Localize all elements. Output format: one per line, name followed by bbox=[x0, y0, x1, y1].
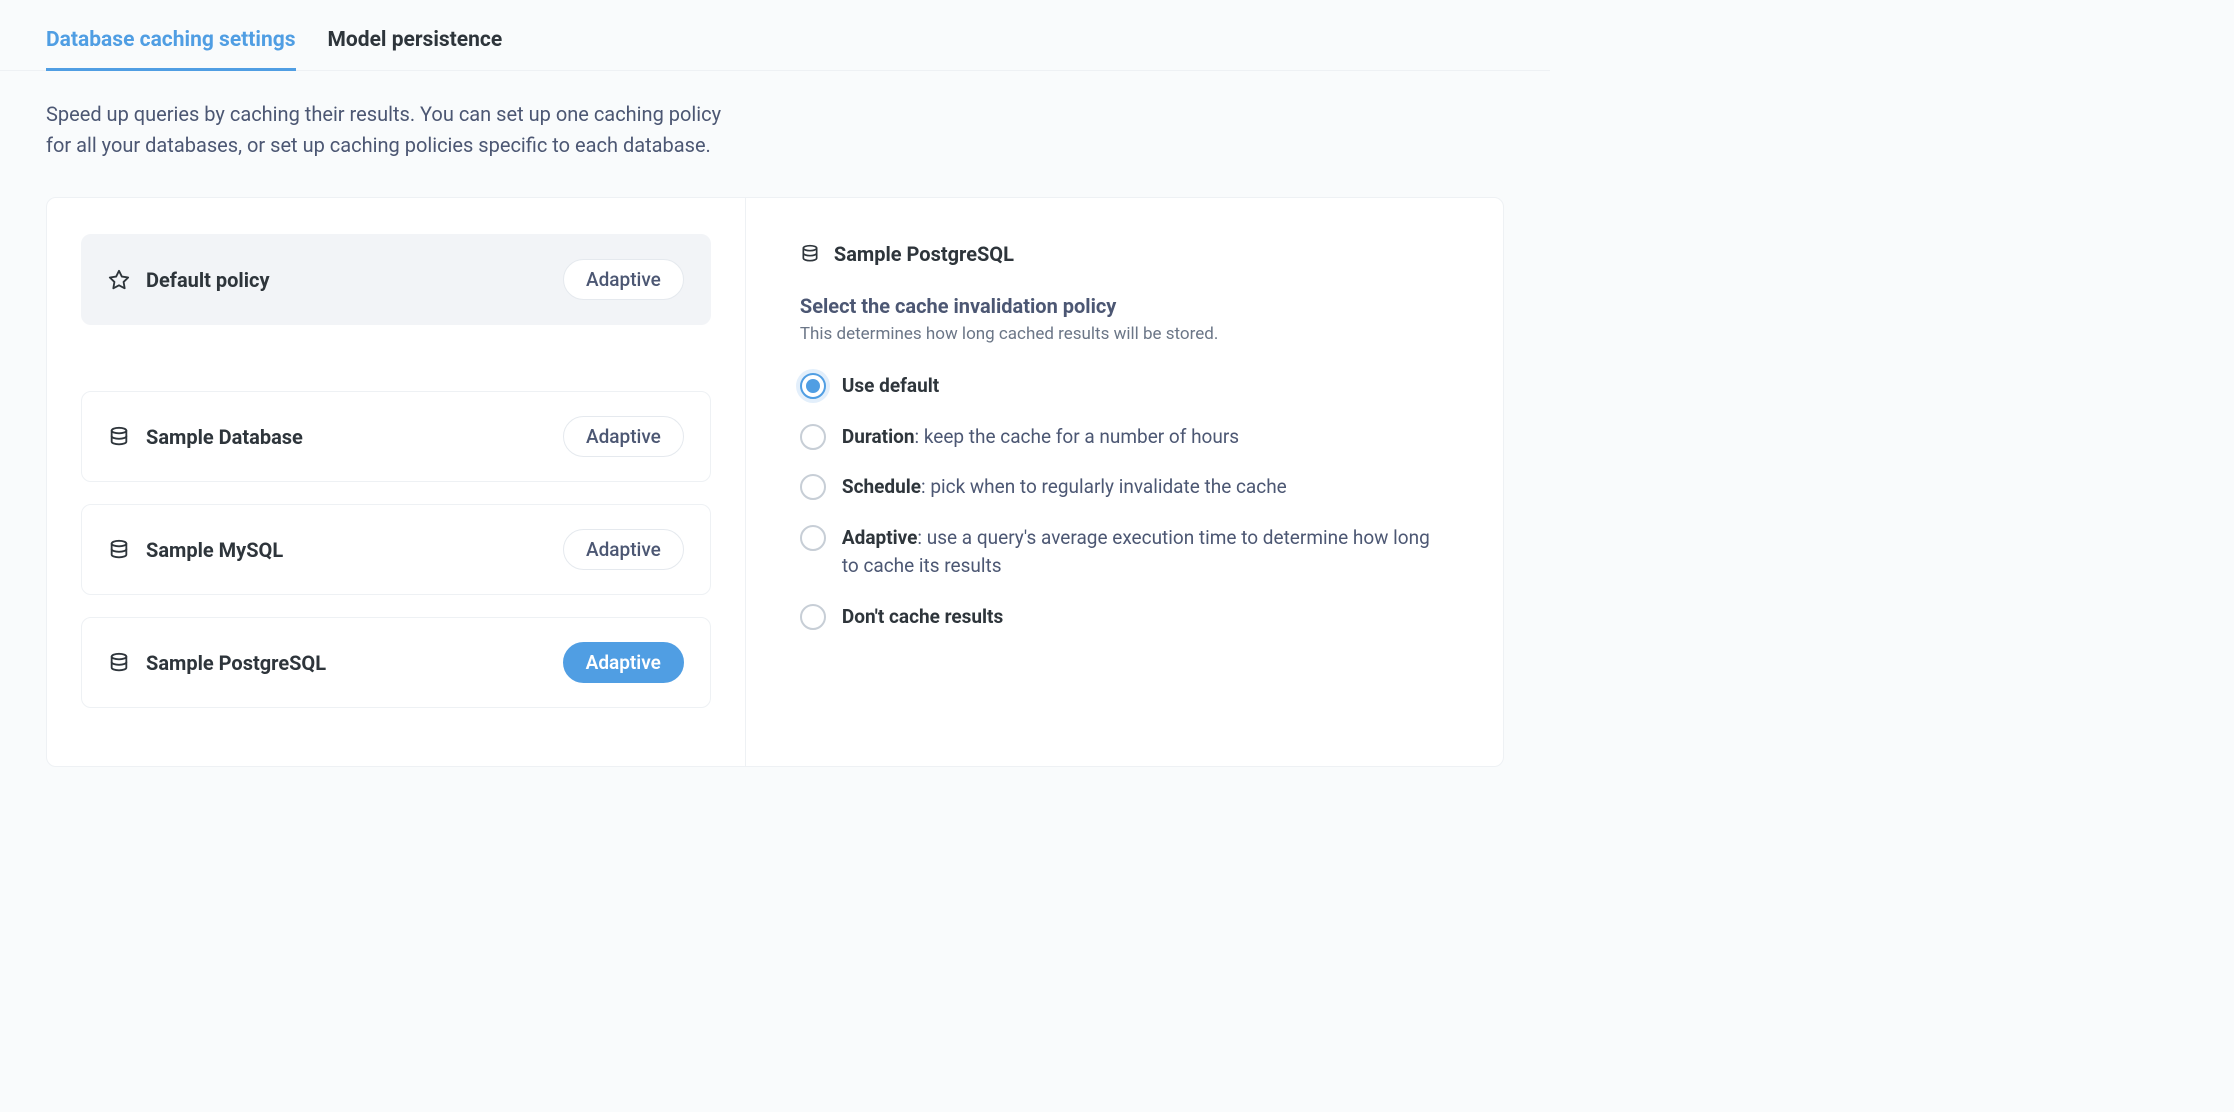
star-icon bbox=[108, 269, 130, 291]
card-left: Sample MySQL bbox=[108, 538, 283, 562]
card-left: Default policy bbox=[108, 268, 270, 292]
tab-database-caching[interactable]: Database caching settings bbox=[46, 0, 296, 70]
card-sample-postgresql[interactable]: Sample PostgreSQL Adaptive bbox=[81, 617, 711, 708]
section-sub: This determines how long cached results … bbox=[800, 324, 1449, 344]
card-sample-mysql[interactable]: Sample MySQL Adaptive bbox=[81, 504, 711, 595]
radio-label-rest: : pick when to regularly invalidate the … bbox=[921, 475, 1287, 498]
page-root: Database caching settings Model persiste… bbox=[0, 0, 1550, 807]
radio-label-rest: : use a query's average execution time t… bbox=[842, 526, 1430, 578]
radio-label-bold: Schedule bbox=[842, 475, 921, 498]
detail-header: Sample PostgreSQL bbox=[800, 242, 1449, 266]
section-title: Select the cache invalidation policy bbox=[800, 294, 1449, 318]
tab-label: Database caching settings bbox=[46, 28, 296, 52]
card-title: Sample Database bbox=[146, 425, 303, 449]
database-icon bbox=[108, 539, 130, 561]
radio-duration[interactable]: Duration: keep the cache for a number of… bbox=[800, 423, 1449, 452]
radio-use-default[interactable]: Use default bbox=[800, 372, 1449, 401]
radio-label: Duration: keep the cache for a number of… bbox=[842, 423, 1239, 452]
card-default-policy[interactable]: Default policy Adaptive bbox=[81, 234, 711, 325]
radio-no-cache[interactable]: Don't cache results bbox=[800, 603, 1449, 632]
radio-label-bold: Don't cache results bbox=[842, 605, 1003, 628]
page-description: Speed up queries by caching their result… bbox=[0, 71, 780, 161]
card-title: Default policy bbox=[146, 268, 270, 292]
tab-label: Model persistence bbox=[328, 28, 503, 52]
policy-detail: Sample PostgreSQL Select the cache inval… bbox=[746, 198, 1503, 766]
policy-badge: Adaptive bbox=[563, 642, 684, 683]
policy-badge: Adaptive bbox=[563, 259, 684, 300]
radio-label-rest: : keep the cache for a number of hours bbox=[915, 425, 1240, 448]
radio-input[interactable] bbox=[800, 474, 826, 500]
radio-label-bold: Duration bbox=[842, 425, 915, 448]
card-title: Sample MySQL bbox=[146, 538, 283, 562]
radio-label-bold: Adaptive bbox=[842, 526, 918, 549]
caching-panel: Default policy Adaptive Sample Database bbox=[46, 197, 1504, 767]
policy-badge: Adaptive bbox=[563, 529, 684, 570]
card-left: Sample Database bbox=[108, 425, 303, 449]
radio-input[interactable] bbox=[800, 373, 826, 399]
radio-label: Adaptive: use a query's average executio… bbox=[842, 524, 1449, 581]
policy-list: Default policy Adaptive Sample Database bbox=[47, 198, 746, 766]
database-icon bbox=[108, 426, 130, 448]
policy-badge: Adaptive bbox=[563, 416, 684, 457]
database-icon bbox=[108, 652, 130, 674]
card-sample-database[interactable]: Sample Database Adaptive bbox=[81, 391, 711, 482]
radio-adaptive[interactable]: Adaptive: use a query's average executio… bbox=[800, 524, 1449, 581]
radio-input[interactable] bbox=[800, 424, 826, 450]
radio-label-bold: Use default bbox=[842, 374, 939, 397]
radio-input[interactable] bbox=[800, 525, 826, 551]
tabs: Database caching settings Model persiste… bbox=[0, 0, 1550, 71]
card-title: Sample PostgreSQL bbox=[146, 651, 326, 675]
radio-schedule[interactable]: Schedule: pick when to regularly invalid… bbox=[800, 473, 1449, 502]
tab-model-persistence[interactable]: Model persistence bbox=[328, 0, 503, 70]
card-gap bbox=[81, 347, 711, 391]
radio-input[interactable] bbox=[800, 604, 826, 630]
card-left: Sample PostgreSQL bbox=[108, 651, 326, 675]
detail-title: Sample PostgreSQL bbox=[834, 242, 1014, 266]
radio-label: Use default bbox=[842, 372, 939, 401]
database-icon bbox=[800, 244, 820, 264]
radio-label: Schedule: pick when to regularly invalid… bbox=[842, 473, 1287, 502]
radio-label: Don't cache results bbox=[842, 603, 1003, 632]
